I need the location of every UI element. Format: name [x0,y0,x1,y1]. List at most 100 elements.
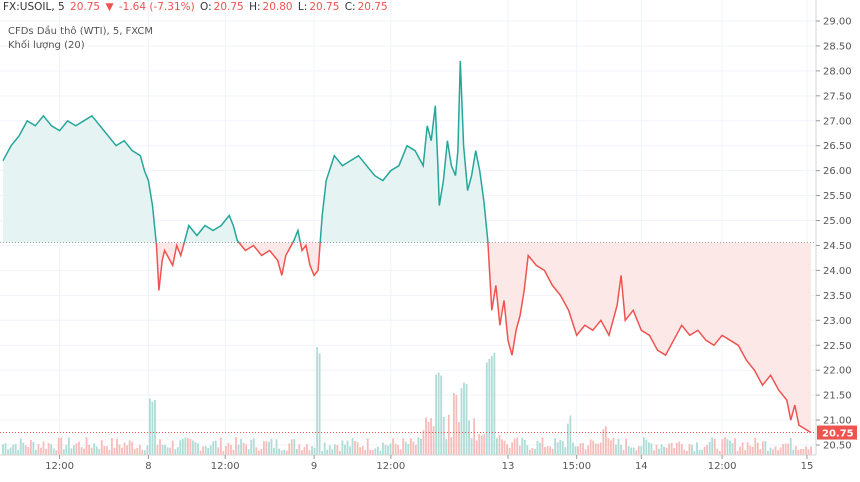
volume-bar [637,446,640,455]
volume-bar [518,445,521,455]
volume-bar [435,374,438,455]
y-tick-label: 20.50 [823,441,852,452]
volume-bar [782,444,785,455]
x-tick-label: 15 [801,461,814,472]
volume-bar [369,449,372,455]
volume-bar [409,438,412,455]
volume-bar [706,444,709,455]
volume-bar [252,438,255,455]
volume-bar [187,438,189,455]
volume-bar [7,449,9,455]
volume-bar [442,416,445,455]
volume-bar [278,448,280,455]
volume-bar [693,450,696,455]
volume-bar [346,440,349,455]
volume-bar [546,446,549,455]
volume-bar [29,440,32,455]
volume-bar [83,448,85,455]
volume-bar [485,362,488,455]
volume-bar [189,438,192,455]
volume-bar [356,442,359,455]
volume-bar [407,444,410,455]
volume-bar [594,443,597,455]
volume-bar [541,437,544,455]
volume-bar [24,445,27,455]
volume-bar [774,446,777,455]
chart-header: FX:USOIL, 5 20.75 ▼ -1.64 (-7.31%) O: 20.… [3,1,390,13]
volume-bar [688,444,691,455]
volume-bar [488,358,491,455]
volume-bar [402,438,405,455]
y-tick-label: 28.50 [823,41,852,52]
volume-bar [47,443,50,455]
volume-bar [128,440,131,455]
volume-bar [151,401,154,455]
volume-bar [293,439,296,455]
volume-bar [799,448,802,455]
volume-bar [217,447,220,455]
volume-bar [450,437,453,455]
volume-bar [17,449,20,455]
volume-bar [141,449,144,455]
volume-bar [146,445,149,455]
volume-bar [746,442,749,455]
volume-bar [620,444,622,455]
volume-bar [506,444,508,455]
volume-bar [632,447,635,455]
volume-bar [19,438,22,455]
volume-bar [777,450,779,455]
volume-label[interactable]: Khối lượng (20) [8,40,85,51]
volume-bar [14,443,17,455]
volume-bar [349,446,351,455]
volume-bar [430,418,432,455]
volume-bar [75,443,78,455]
volume-bar [582,443,584,455]
x-tick-label: 14 [635,461,648,472]
volume-bar [85,437,88,455]
low-label: L: [297,1,308,13]
open-value: 20.75 [213,1,244,13]
volume-bar [50,444,53,455]
volume-bar [622,449,625,455]
volume-bar [67,437,70,455]
volume-bar [597,443,600,455]
series-label[interactable]: CFDs Dầu thô (WTI), 5, FXCM [8,26,154,37]
volume-bar [741,442,744,455]
volume-bar [534,449,536,455]
volume-bar [257,450,260,455]
volume-bar [374,448,377,455]
volume-bar [566,423,569,455]
volume-bar [399,449,402,455]
volume-bar [351,437,354,455]
volume-bar [12,444,15,455]
volume-bar [708,441,711,455]
volume-bar [240,438,242,455]
volume-bar [625,438,627,455]
volume-bar [65,444,68,455]
y-tick-label: 26.50 [823,141,852,152]
volume-bar [559,439,562,455]
volume-bar [174,449,177,455]
volume-bar [126,445,129,455]
last-price: 20.75 [70,1,101,13]
volume-bar [465,384,468,455]
volume-bar [650,443,653,455]
volume-bar [731,443,734,455]
y-tick-label: 29.00 [823,16,852,27]
volume-bar [440,375,443,455]
volume-bar [437,372,440,455]
volume-bar [333,444,336,455]
volume-bar [290,439,293,455]
volume-bar [526,445,529,455]
volume-bar [323,442,326,455]
volume-bar [460,388,463,455]
volume-bar [587,445,590,455]
volume-bar [164,444,167,455]
volume-bar [212,441,215,455]
volume-bar [452,392,455,455]
volume-bar [192,440,194,455]
volume-bar [531,448,534,455]
volume-bar [660,444,663,455]
